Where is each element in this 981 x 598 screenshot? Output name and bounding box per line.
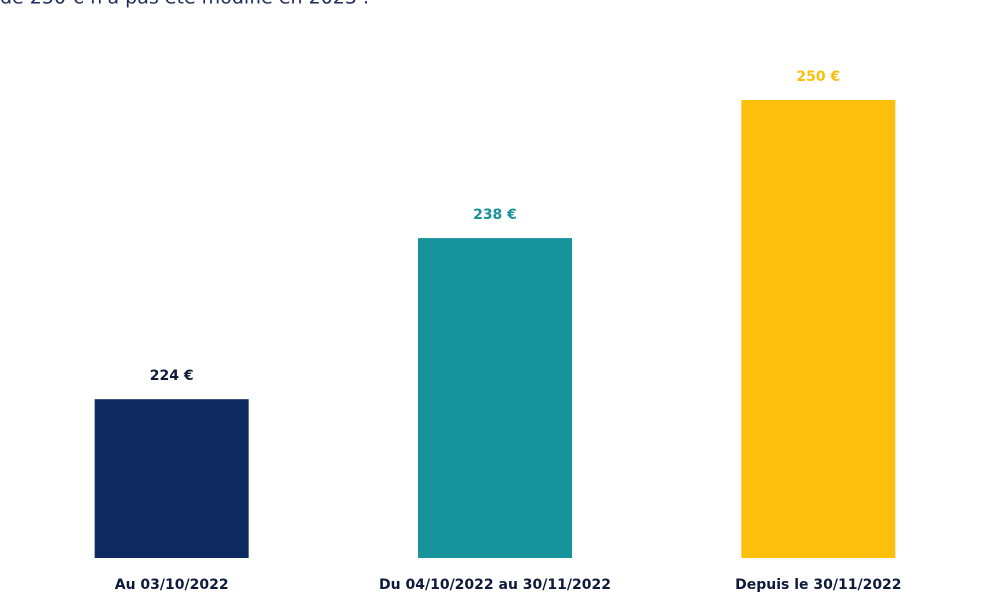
subtitle: de 250 € n'a pas été modifié en 2023 . [0,0,369,9]
category-label: Au 03/10/2022 [115,577,229,593]
value-label: 250 € [796,69,840,85]
category-label: Du 04/10/2022 au 30/11/2022 [379,577,611,593]
category-label: Depuis le 30/11/2022 [735,577,901,593]
bar [741,100,896,558]
value-label: 238 € [473,207,517,223]
bar [418,238,572,558]
value-label: 224 € [150,368,194,384]
bar [94,399,249,558]
